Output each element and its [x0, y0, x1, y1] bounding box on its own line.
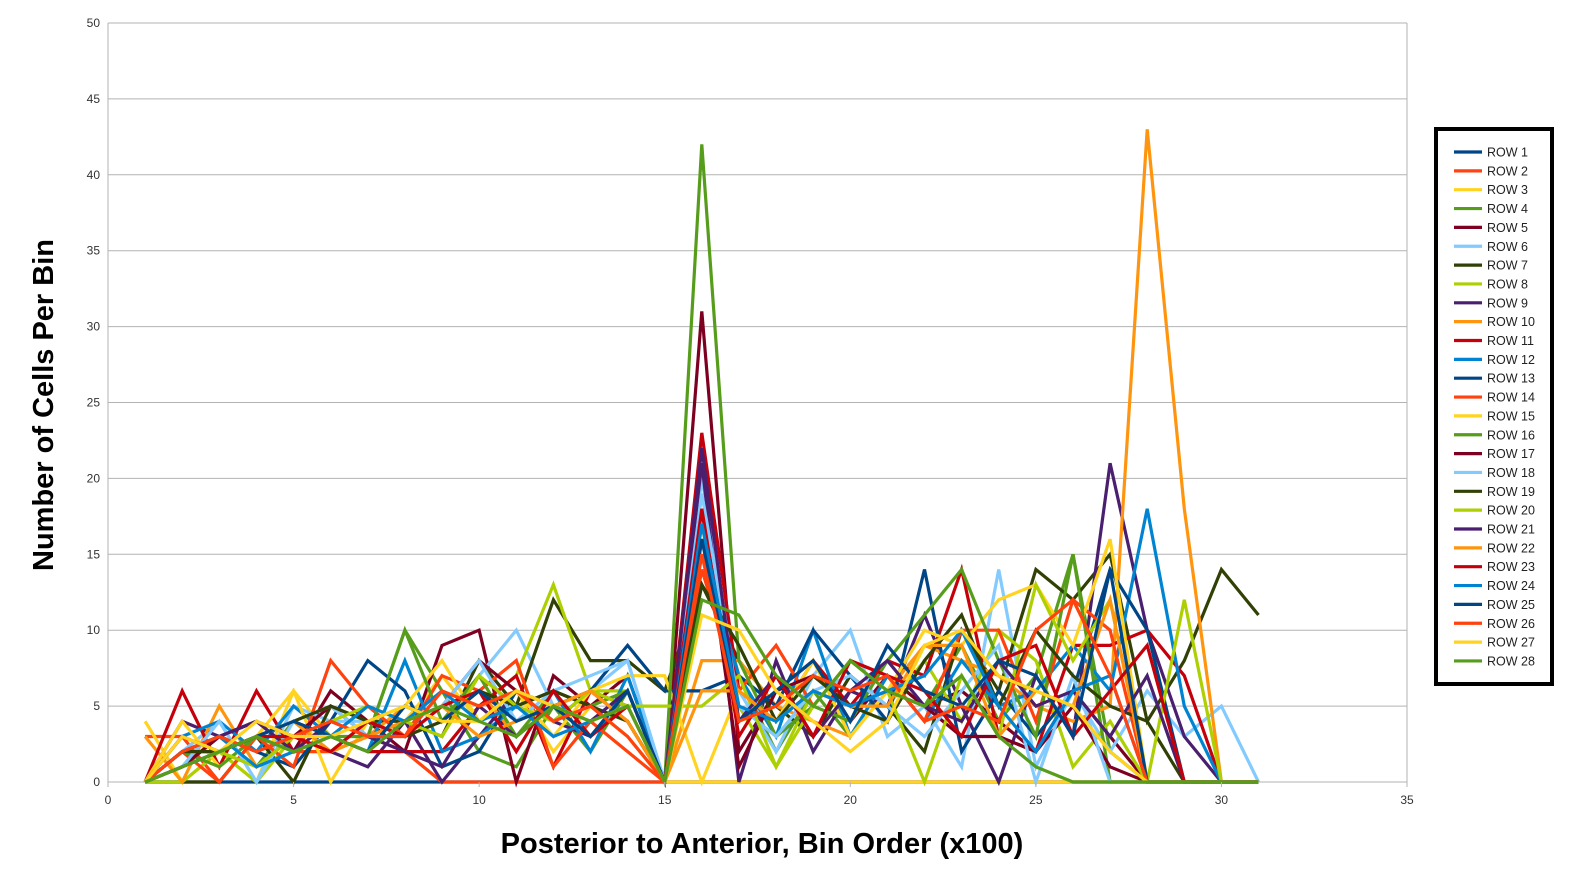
x-tick-label: 25 [1029, 793, 1043, 807]
legend-entry-label: ROW 14 [1487, 391, 1535, 405]
y-tick-label: 35 [87, 244, 101, 258]
y-tick-label: 15 [87, 547, 101, 561]
legend-entry-label: ROW 17 [1487, 447, 1535, 461]
series-line-row-26 [144, 553, 1259, 786]
legend-entry-label: ROW 2 [1487, 164, 1528, 178]
legend-entry-label: ROW 3 [1487, 183, 1528, 197]
legend-entry-label: ROW 23 [1487, 560, 1535, 574]
legend-entry-label: ROW 15 [1487, 409, 1535, 423]
legend-entry-label: ROW 22 [1487, 541, 1535, 555]
legend-box [1434, 127, 1554, 686]
legend-entry-label: ROW 10 [1487, 315, 1535, 329]
series-line-row-19 [144, 580, 1259, 787]
x-tick-label: 0 [105, 793, 112, 807]
legend-entry-label: ROW 11 [1487, 334, 1534, 348]
y-tick-label: 10 [87, 623, 101, 637]
legend-entry-label: ROW 24 [1487, 579, 1535, 593]
x-axis-title: Posterior to Anterior, Bin Order (x100) [501, 828, 1024, 860]
legend-entry-label: ROW 28 [1487, 654, 1535, 668]
y-tick-label: 5 [93, 699, 100, 713]
legend-entry-label: ROW 25 [1487, 598, 1535, 612]
legend-entry-label: ROW 19 [1487, 485, 1535, 499]
legend-entry-label: ROW 26 [1487, 617, 1535, 631]
x-tick-label: 15 [658, 793, 672, 807]
y-axis-ticks: 0 5 10 15 20 25 30 35 40 45 50 [87, 16, 101, 789]
legend-entry-label: ROW 12 [1487, 353, 1535, 367]
legend-entry-label: ROW 21 [1487, 523, 1535, 537]
legend-entry-label: ROW 8 [1487, 277, 1528, 291]
legend-entry-label: ROW 16 [1487, 428, 1535, 442]
legend-entry-label: ROW 20 [1487, 504, 1535, 518]
y-tick-label: 40 [87, 168, 101, 182]
x-tick-label: 10 [472, 793, 486, 807]
legend-entry-label: ROW 18 [1487, 466, 1535, 480]
x-tick-label: 30 [1215, 793, 1229, 807]
y-axis-title: Number of Cells Per Bin [28, 239, 60, 571]
legend-entry-label: ROW 7 [1487, 259, 1528, 273]
legend-entry-label: ROW 27 [1487, 636, 1535, 650]
y-tick-label: 20 [87, 471, 101, 485]
series-lines [143, 129, 1260, 789]
x-tick-label: 35 [1400, 793, 1414, 807]
series-line-row-15 [143, 538, 1259, 787]
gridlines [108, 22, 1407, 783]
y-tick-label: 25 [87, 396, 101, 410]
x-tick-label: 20 [844, 793, 858, 807]
legend: ROW 1 ROW 2 ROW 3 ROW 4 ROW 5 ROW 6 ROW 7 ROW 8… [1434, 127, 1554, 686]
legend-entry-label: ROW 13 [1487, 372, 1535, 386]
y-tick-label: 50 [87, 16, 101, 30]
legend-entry-label: ROW 5 [1487, 221, 1528, 235]
legend-entry-label: ROW 4 [1487, 202, 1528, 216]
legend-entry-label: ROW 1 [1487, 146, 1528, 160]
y-tick-label: 0 [93, 775, 100, 789]
x-axis-ticks: 0 5 10 15 20 25 30 35 [105, 782, 1414, 807]
x-tick-label: 5 [290, 793, 297, 807]
series-line-row-28 [144, 597, 1259, 787]
legend-entry-label: ROW 9 [1487, 296, 1528, 310]
y-tick-label: 45 [87, 92, 101, 106]
y-tick-label: 30 [87, 320, 101, 334]
legend-entry-label: ROW 6 [1487, 240, 1528, 254]
